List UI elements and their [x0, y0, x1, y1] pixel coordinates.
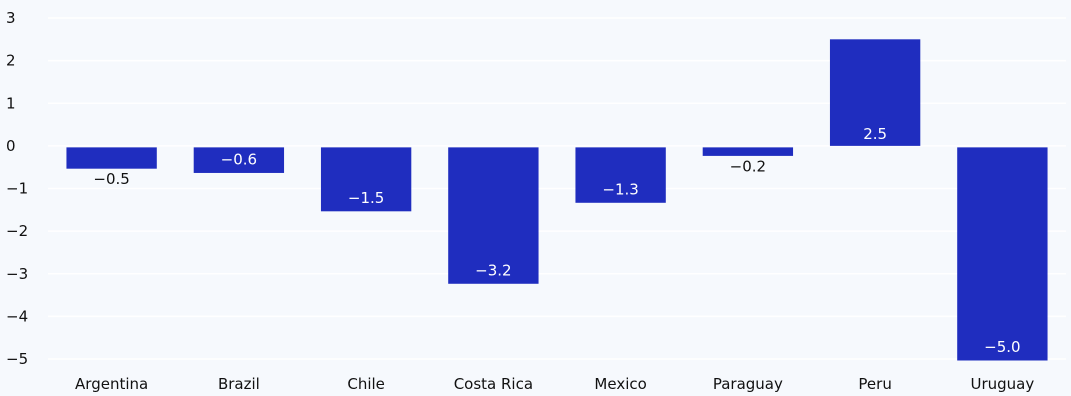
y-tick-label: −5 [6, 350, 28, 368]
bar-mexico [575, 147, 666, 203]
y-tick-label: −4 [6, 307, 28, 325]
y-tick-label: 3 [6, 9, 16, 27]
x-axis-ticks: Argentina Brazil Chile Costa Rica Mexico Para… [75, 375, 1034, 393]
data-label: 2.5 [863, 125, 887, 143]
x-tick-label: Paraguay [713, 375, 783, 393]
x-tick-label: Chile [347, 375, 385, 393]
y-tick-label: −1 [6, 180, 28, 198]
bar-argentina [66, 147, 157, 169]
bar-uruguay [957, 147, 1048, 361]
data-label: −1.3 [602, 180, 638, 198]
data-label: −1.5 [348, 189, 384, 207]
data-label: −0.5 [93, 170, 129, 188]
data-label: −0.2 [730, 157, 766, 175]
x-tick-label: Argentina [75, 375, 148, 393]
y-tick-label: −2 [6, 222, 28, 240]
y-tick-label: −3 [6, 265, 28, 283]
grid-lines [48, 17, 1066, 360]
bar-peru [829, 39, 921, 146]
x-tick-label: Mexico [594, 375, 646, 393]
bar-chile [320, 147, 412, 212]
bar-paraguay [702, 147, 794, 156]
data-label: −3.2 [475, 261, 511, 279]
data-label: −0.6 [221, 150, 257, 168]
data-label: −5.0 [984, 338, 1020, 356]
x-tick-label: Costa Rica [454, 375, 533, 393]
x-tick-label: Brazil [218, 375, 260, 393]
y-tick-label: 0 [6, 137, 16, 155]
x-tick-label: Peru [858, 375, 891, 393]
x-tick-label: Uruguay [971, 375, 1035, 393]
bar-costa-rica [448, 147, 539, 284]
bars [66, 39, 1048, 361]
y-axis-ticks: 3 2 1 0 −1 −2 −3 −4 −5 [6, 9, 28, 368]
y-tick-label: 1 [6, 94, 16, 112]
data-labels: −0.5 −0.6 −1.5 −3.2 −1.3 −0.2 2.5 −5.0 [93, 125, 1020, 356]
y-tick-label: 2 [6, 52, 16, 70]
bar-brazil [193, 147, 285, 173]
